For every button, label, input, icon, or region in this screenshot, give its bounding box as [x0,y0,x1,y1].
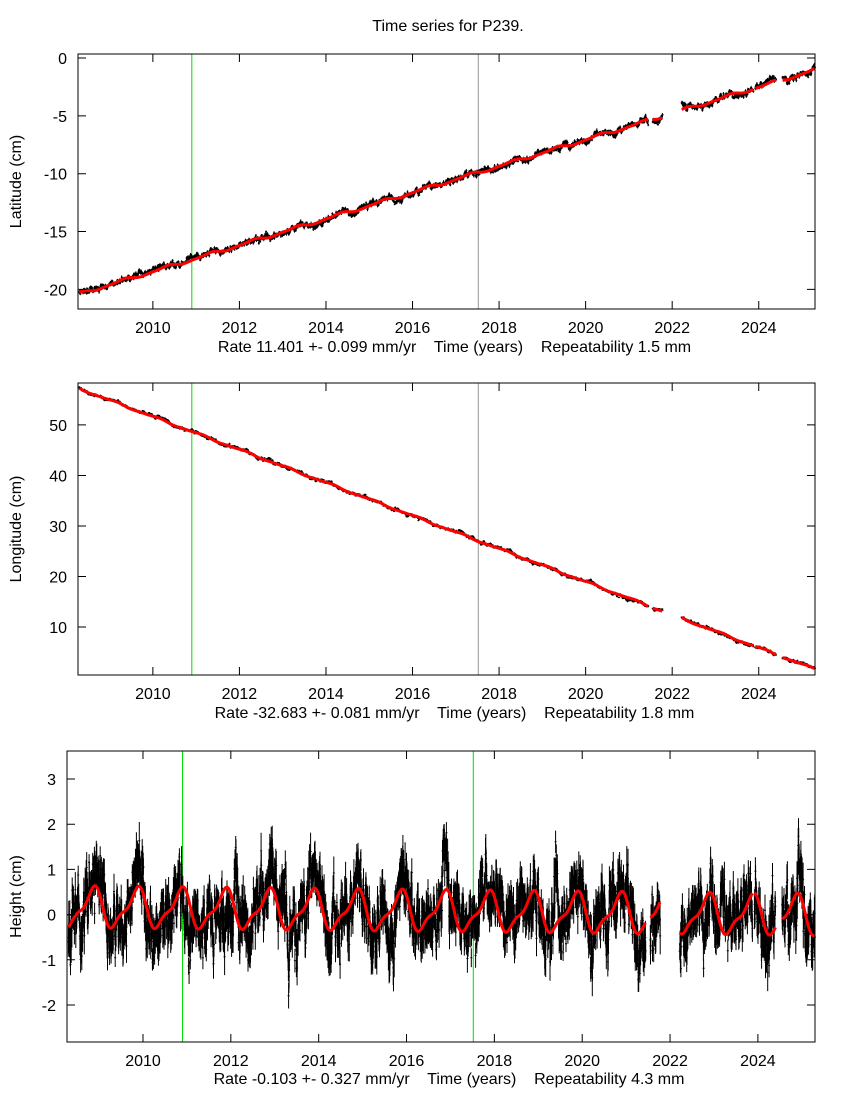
y-tick-label: -20 [44,282,67,299]
chart-title: Time series for P239. [372,18,523,35]
x-tick-label: 2024 [741,320,777,337]
panel-2: 2010 2012 2014 2016 2018 2020 2022 202450403020… [8,382,816,722]
y-tick-label: 0 [58,51,67,68]
x-tick-label: 2010 [135,320,171,337]
data-point [190,428,193,430]
x-tick-label: 2018 [481,320,517,337]
data-point [254,234,257,237]
data-point [268,457,271,459]
data-point [159,263,162,266]
data-point [196,252,199,256]
x-tick-label: 2014 [308,320,344,337]
x-tick-label: 2020 [568,320,604,337]
data-point [722,92,725,96]
data-point [517,160,519,163]
x-axis-label: Rate 11.401 +- 0.099 mm/yr Time (years) … [218,339,691,356]
y-tick-label: -15 [44,225,67,242]
x-tick-label: 2012 [222,320,258,337]
data-point [300,470,303,473]
model-fit-line [681,87,755,111]
x-tick-label: 2016 [395,320,431,337]
y-tick-label: -10 [44,167,67,184]
panel-1: 2010 2012 2014 2016 2018 2020 2022 2024 0 -5 -10 -1… [8,51,816,356]
y-tick-label: -5 [53,109,67,126]
y-axis-label: Latitude (cm) [8,135,25,228]
data-point [259,240,262,243]
model-fit-line [652,116,663,121]
x-tick-label: 2022 [654,320,690,337]
data-point [364,493,367,495]
data-point [330,480,333,482]
data-point [91,286,94,290]
